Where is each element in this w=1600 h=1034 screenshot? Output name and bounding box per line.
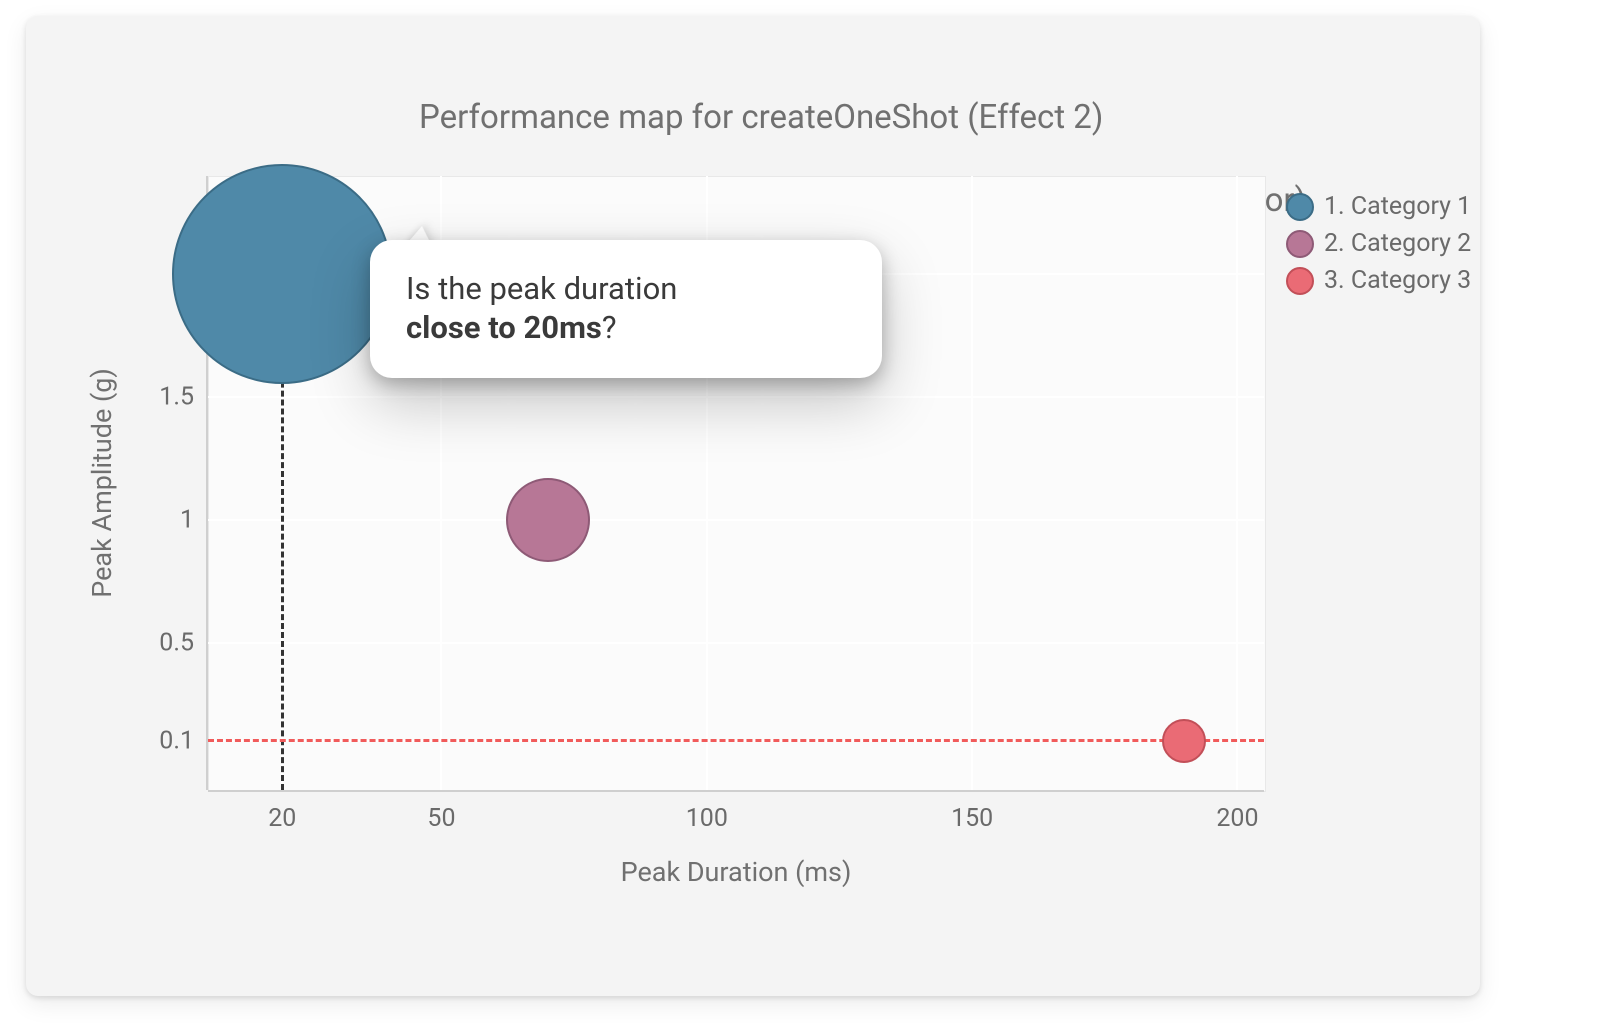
legend-label: 2. Category 2 [1324,229,1471,258]
gridline-h [208,519,1264,521]
gridline-v [1236,176,1238,790]
x-tick-label: 50 [427,804,455,833]
bubble-category-1[interactable] [172,164,392,384]
bubble-category-3[interactable] [1162,719,1206,763]
gridline-h [208,396,1264,398]
legend-item-2[interactable]: 2. Category 2 [1286,229,1471,258]
reference-line-horizontal [208,739,1264,742]
gridline-h [208,642,1264,644]
callout-text-bold: close to 20ms [406,309,602,346]
x-tick-label: 20 [268,804,296,833]
x-tick-label: 150 [951,804,993,833]
callout-text-tail: ? [602,309,617,346]
x-axis-title: Peak Duration (ms) [208,856,1264,888]
legend-swatch-icon [1286,267,1314,295]
bubble-category-2[interactable] [506,478,590,562]
gridline-v [971,176,973,790]
y-axis-title: Peak Amplitude (g) [86,368,118,598]
legend: 1. Category 1 2. Category 2 3. Category 3 [1286,192,1471,303]
legend-swatch-icon [1286,230,1314,258]
chart-title-line1: Performance map for createOneShot (Effec… [419,98,1103,137]
x-tick-label: 100 [686,804,728,833]
legend-label: 1. Category 1 [1324,192,1471,221]
legend-swatch-icon [1286,193,1314,221]
legend-item-3[interactable]: 3. Category 3 [1286,266,1471,295]
y-tick-label: 1.5 [159,383,194,412]
y-tick-label: 1 [180,505,194,534]
callout-text-plain: Is the peak duration [406,270,677,307]
y-tick-label: 0.1 [159,726,194,755]
x-axis-line [208,790,1264,792]
callout-bubble: Is the peak duration close to 20ms? [370,240,882,378]
x-tick-label: 200 [1216,804,1258,833]
legend-label: 3. Category 3 [1324,266,1471,295]
legend-item-1[interactable]: 1. Category 1 [1286,192,1471,221]
y-tick-label: 0.5 [159,628,194,657]
